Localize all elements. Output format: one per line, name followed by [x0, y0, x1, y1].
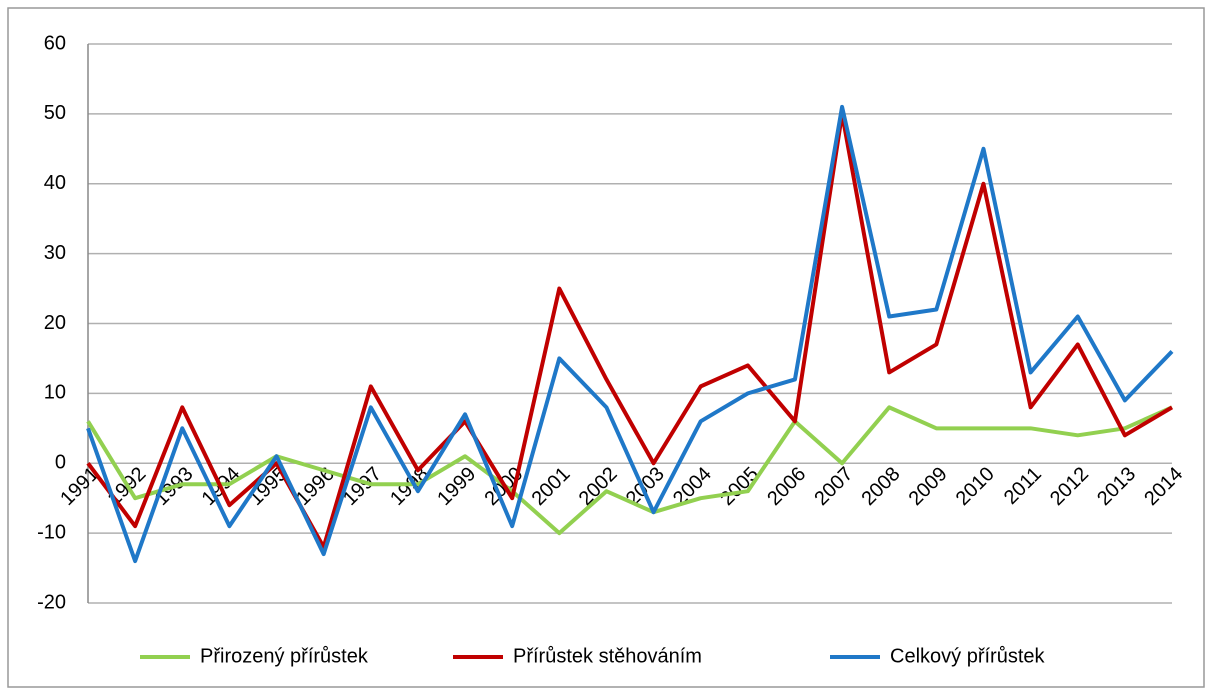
chart-frame	[7, 7, 1205, 688]
legend-label: Celkový přírůstek	[890, 645, 1045, 667]
y-tick-label: 30	[44, 242, 66, 264]
y-tick-label: 20	[44, 312, 66, 334]
y-tick-label: 40	[44, 172, 66, 194]
y-tick-label: -20	[37, 591, 66, 613]
series-line	[86, 405, 1173, 536]
y-tick-label: -10	[37, 521, 66, 543]
y-tick-label: 0	[55, 452, 66, 474]
legend-label: Přirozený přírůstek	[200, 645, 369, 667]
series-line	[86, 104, 1174, 564]
y-tick-label: 50	[44, 102, 66, 124]
legend-label: Přírůstek stěhováním	[513, 645, 702, 667]
y-tick-label: 60	[44, 32, 66, 54]
y-tick-label: 10	[44, 382, 66, 404]
